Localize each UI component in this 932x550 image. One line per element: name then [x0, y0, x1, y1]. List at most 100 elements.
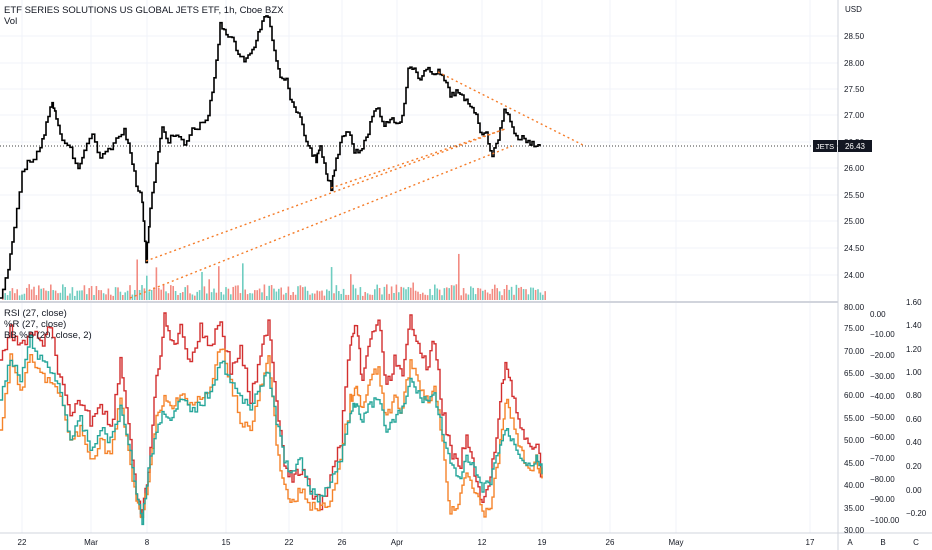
volume-bar [256, 290, 258, 300]
volume-bar [191, 294, 194, 300]
volume-bar [342, 288, 345, 300]
volume-bar [482, 290, 484, 300]
volume-bar [30, 289, 33, 300]
rsi-tick-label: 60.00 [844, 391, 865, 400]
volume-bar [246, 294, 249, 300]
time-tick-label: 26 [606, 538, 615, 547]
price-tick-label: 24.00 [844, 271, 865, 280]
scale-letter: C [913, 538, 919, 547]
volume-bar [458, 253, 460, 300]
volume-bar [508, 289, 510, 300]
volume-bar [484, 289, 486, 300]
volume-bar [388, 293, 390, 300]
volume-bar [150, 289, 153, 300]
indicator-pane[interactable] [0, 303, 838, 533]
volume-bar [215, 292, 218, 300]
volume-bar [155, 267, 158, 300]
price-scale-area[interactable] [838, 0, 932, 550]
volume-bar [184, 287, 186, 300]
bb-tick-label: 0.80 [906, 391, 922, 400]
williams-r-axis-ticks: 0.00 −10.00 −20.00 −30.00 −40.00 −50.00 −60.00… [870, 310, 900, 525]
williams-r-tick-label: −80.00 [870, 475, 895, 484]
rsi-tick-label: 30.00 [844, 526, 865, 535]
volume-bar [95, 286, 98, 300]
volume-bar [198, 290, 201, 300]
volume-bar [83, 285, 86, 300]
bb-axis-ticks: 1.60 1.40 1.20 1.00 0.80 0.60 0.40 0.20 0.00 −0.2… [906, 298, 927, 518]
volume-bar [501, 295, 503, 300]
rsi-tick-label: 40.00 [844, 481, 865, 490]
time-tick-label: 26 [338, 538, 347, 547]
volume-bar [412, 282, 414, 300]
volume-bar [249, 293, 251, 300]
volume-bar [470, 286, 472, 300]
volume-bar [124, 292, 126, 300]
time-axis-labels: 22 Mar 8 15 22 26 Apr 12 19 26 May 17 [18, 538, 815, 547]
volume-bar [417, 291, 419, 300]
williams-r-tick-label: −50.00 [870, 413, 895, 422]
volume-bar [527, 294, 530, 300]
volume-bar [160, 289, 162, 300]
volume-bar [414, 290, 417, 300]
volume-bar [33, 286, 35, 300]
volume-bar [347, 294, 350, 300]
bb-tick-label: 0.40 [906, 438, 922, 447]
bb-tick-label: −0.20 [906, 509, 927, 518]
bb-tick-label: 1.00 [906, 368, 922, 377]
volume-bars [2, 253, 546, 300]
volume-bar [340, 293, 342, 300]
volume-bar [143, 288, 146, 300]
volume-bar [18, 295, 21, 300]
volume-bar [45, 290, 47, 300]
volume-bar [518, 287, 520, 300]
volume-bar [318, 291, 321, 300]
volume-bar [393, 293, 395, 300]
trendline-lower-channel [145, 128, 506, 262]
volume-bar [244, 289, 246, 300]
volume-bar [227, 288, 230, 300]
price-tick-label: 28.00 [844, 59, 865, 68]
volume-bar [220, 291, 222, 300]
volume-bar [74, 295, 76, 300]
volume-bar [76, 290, 78, 300]
volume-bar [78, 290, 81, 300]
volume-bar [436, 288, 438, 300]
volume-bar [21, 294, 23, 300]
volume-bar [448, 288, 450, 300]
volume-bar [189, 293, 191, 300]
volume-bar [304, 286, 306, 300]
volume-bar [114, 287, 117, 300]
volume-bar [338, 291, 340, 300]
volume-bar [28, 284, 30, 300]
bb-tick-label: 1.60 [906, 298, 922, 307]
volume-bar [366, 293, 369, 300]
volume-bar [446, 287, 448, 300]
volume-bar [239, 293, 242, 300]
trendlines[interactable] [129, 71, 586, 299]
volume-bar [422, 292, 424, 300]
volume-bar [498, 291, 501, 300]
volume-bar [210, 292, 213, 300]
williams-r-tick-label: −90.00 [870, 495, 895, 504]
volume-bar [333, 293, 335, 300]
price-pane[interactable] [0, 0, 838, 301]
volume-bar [134, 290, 136, 300]
volume-bar [520, 286, 522, 300]
williams-r-tick-label: 0.00 [870, 310, 886, 319]
volume-bar [170, 285, 172, 300]
volume-bar [472, 287, 474, 300]
volume-bar [122, 295, 124, 300]
volume-bar [496, 288, 498, 300]
volume-bar [218, 266, 220, 300]
volume-bar [400, 286, 402, 300]
volume-bar [71, 287, 74, 300]
scale-letter-buttons[interactable]: A B C [847, 538, 919, 547]
volume-bar [38, 285, 40, 300]
rsi-tick-label: 80.00 [844, 303, 865, 312]
volume-bar [270, 285, 273, 300]
volume-bar [196, 291, 198, 300]
volume-bar [23, 293, 26, 300]
rsi-tick-label: 70.00 [844, 347, 865, 356]
volume-bar [6, 295, 9, 300]
